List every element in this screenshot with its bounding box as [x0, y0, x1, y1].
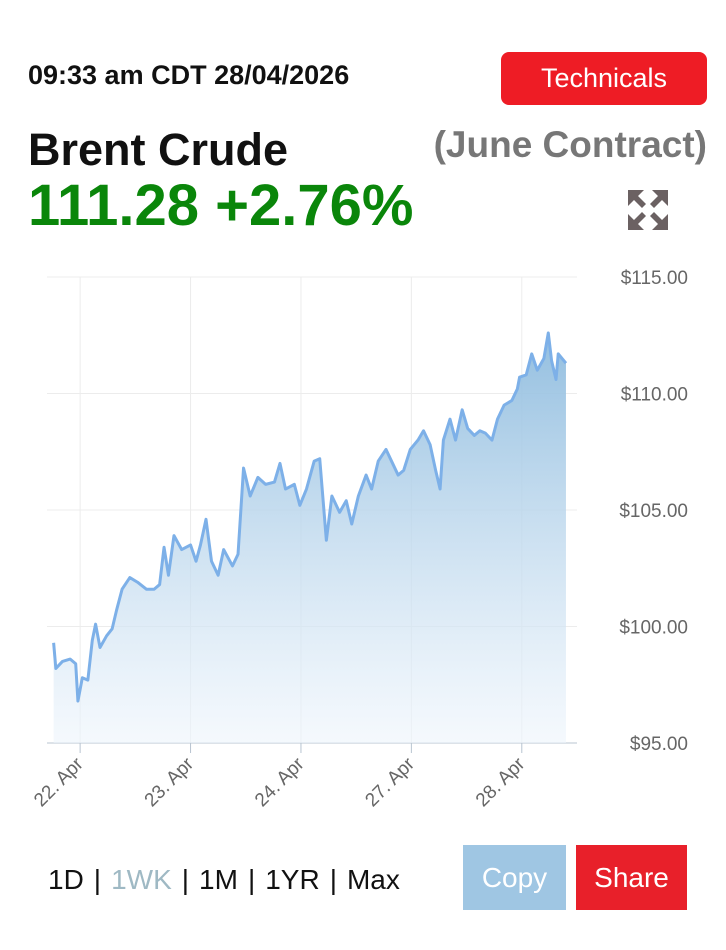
x-tick-label: 22. Apr [30, 753, 88, 811]
technicals-button[interactable]: Technicals [501, 52, 707, 105]
separator: | [329, 864, 337, 895]
line [52, 331, 568, 703]
quote: 111.28 +2.76% [28, 172, 413, 239]
range-option[interactable]: 1M [199, 864, 238, 895]
range-selector: 1D | 1WK | 1M | 1YR | Max [48, 864, 400, 896]
separator: | [247, 864, 256, 895]
expand-icon[interactable] [626, 188, 670, 232]
area [53, 332, 566, 743]
x-tick-label: 27. Apr [361, 753, 419, 811]
y-tick-label: $115.00 [621, 268, 688, 289]
contract: (June Contract) [433, 124, 707, 165]
y-tick-label: $105.00 [619, 501, 688, 522]
y-tick-label: $95.00 [630, 734, 688, 755]
change: +2.76% [215, 173, 414, 238]
copy-button[interactable]: Copy [463, 845, 566, 910]
instrument-name: Brent Crude [28, 124, 289, 175]
timestamp: 09:33 am CDT 28/04/2026 [28, 60, 350, 90]
share-button[interactable]: Share [576, 845, 687, 910]
range-option[interactable]: 1YR [265, 864, 320, 895]
separator: | [181, 864, 190, 895]
range-option[interactable]: 1WK [111, 864, 172, 895]
y-tick-label: $100.00 [619, 618, 688, 639]
range-option[interactable]: Max [346, 864, 400, 895]
y-tick-label: $110.00 [621, 385, 688, 406]
x-tick-label: 28. Apr [472, 753, 530, 811]
chart: $95.00 $100.00 $105.00 $110.00 $115.00 22. Ap… [30, 268, 688, 811]
range-option[interactable]: 1D [48, 864, 84, 895]
x-tick-label: 24. Apr [251, 753, 309, 811]
price: 111.28 [28, 173, 199, 238]
separator: | [93, 864, 102, 895]
x-tick-label: 23. Apr [141, 753, 199, 811]
